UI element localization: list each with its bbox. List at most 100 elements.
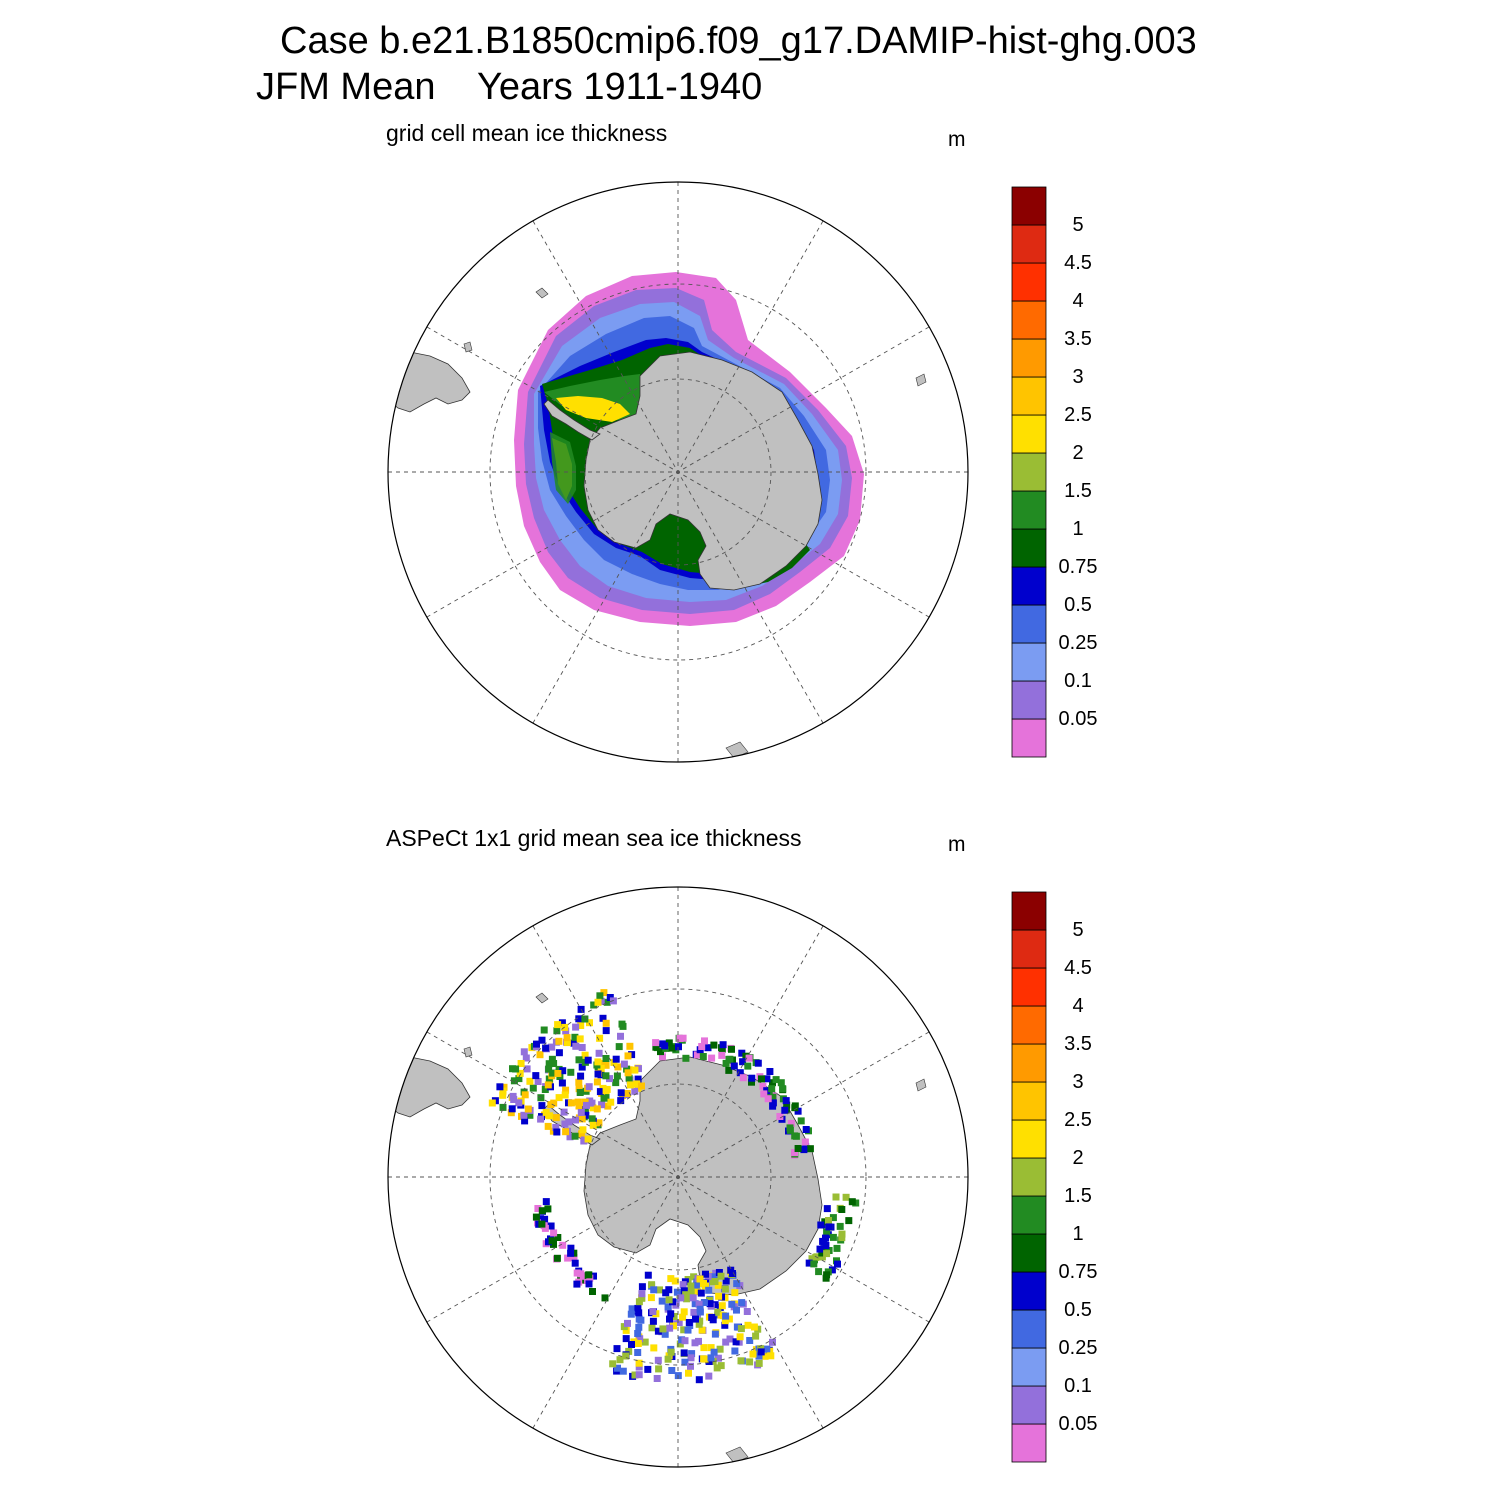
colorbar-swatch bbox=[1011, 1233, 1047, 1273]
observation-pixel bbox=[749, 1350, 757, 1358]
observation-pixel bbox=[752, 1332, 760, 1340]
observation-pixel bbox=[520, 1048, 528, 1056]
observation-pixel bbox=[581, 1015, 589, 1023]
observation-pixel bbox=[635, 1315, 643, 1323]
observation-pixel bbox=[583, 1101, 590, 1109]
observation-pixel bbox=[738, 1299, 746, 1307]
observation-pixel bbox=[606, 1075, 613, 1083]
observation-pixel bbox=[769, 1079, 776, 1087]
observation-pixel bbox=[633, 1080, 641, 1088]
observation-pixel bbox=[499, 1103, 507, 1111]
observation-pixel bbox=[657, 1048, 664, 1056]
observation-pixel bbox=[577, 1270, 585, 1278]
observation-pixel bbox=[791, 1132, 799, 1140]
observation-pixel bbox=[696, 1308, 704, 1316]
observation-pixel bbox=[744, 1062, 752, 1070]
observation-pixel bbox=[576, 1089, 584, 1096]
observation-pixel bbox=[779, 1085, 787, 1093]
panel-bottom-title: ASPeCt 1x1 grid mean sea ice thickness bbox=[386, 825, 802, 851]
observation-pixel bbox=[572, 1116, 579, 1124]
observation-pixel bbox=[746, 1358, 754, 1366]
observation-pixel bbox=[596, 1034, 604, 1042]
observation-pixel bbox=[823, 1228, 831, 1236]
observation-pixel bbox=[550, 1060, 558, 1067]
observation-pixel bbox=[602, 1019, 610, 1027]
observation-pixel bbox=[567, 1249, 575, 1257]
observation-pixel bbox=[750, 1323, 758, 1331]
observation-pixel bbox=[755, 1352, 763, 1360]
observation-pixel bbox=[593, 1078, 601, 1086]
observation-pixel bbox=[578, 1063, 586, 1071]
observation-pixel bbox=[834, 1260, 841, 1268]
observation-pixel bbox=[707, 1354, 715, 1362]
observation-pixel bbox=[652, 1039, 660, 1047]
observation-pixel bbox=[769, 1338, 776, 1346]
observation-pixel bbox=[508, 1105, 516, 1113]
observation-pixel bbox=[810, 1260, 818, 1268]
observation-pixel bbox=[743, 1308, 751, 1315]
colorbar-swatch bbox=[1011, 338, 1047, 378]
observation-pixel bbox=[641, 1338, 649, 1346]
colorbar-tick-label: 5 bbox=[1072, 214, 1084, 236]
observation-pixel bbox=[500, 1083, 508, 1091]
observation-pixel bbox=[698, 1326, 706, 1334]
observation-pixel bbox=[532, 1213, 540, 1221]
observation-pixel bbox=[702, 1270, 709, 1278]
observation-pixel bbox=[562, 1027, 570, 1035]
observation-pixel bbox=[585, 1271, 593, 1279]
observation-pixel bbox=[648, 1281, 656, 1289]
observation-pixel bbox=[647, 1294, 655, 1302]
observation-pixel bbox=[598, 1101, 606, 1109]
observation-pixel bbox=[600, 989, 608, 997]
observation-pixel bbox=[536, 1051, 544, 1059]
observation-pixel bbox=[613, 1072, 621, 1080]
observation-pixel bbox=[586, 1019, 593, 1027]
observation-pixel bbox=[713, 1364, 721, 1372]
observation-pixel bbox=[538, 1207, 546, 1215]
observation-pixel bbox=[575, 1078, 583, 1086]
observation-pixel bbox=[515, 1075, 523, 1083]
observation-pixel bbox=[544, 1122, 552, 1130]
observation-pixel bbox=[624, 1052, 632, 1060]
observation-pixel bbox=[708, 1313, 716, 1321]
observation-pixel bbox=[584, 1056, 592, 1064]
colorbar-bottom bbox=[1011, 891, 1047, 1463]
observation-pixel bbox=[722, 1312, 730, 1320]
observation-pixel bbox=[601, 1294, 609, 1302]
observation-pixel bbox=[783, 1101, 791, 1109]
observation-pixel bbox=[766, 1068, 774, 1075]
observation-pixel bbox=[590, 1001, 598, 1009]
observation-pixel bbox=[655, 1365, 663, 1373]
observation-pixel bbox=[510, 1077, 518, 1085]
observation-pixel bbox=[593, 1105, 601, 1113]
observation-pixel bbox=[567, 1068, 575, 1076]
observation-pixel bbox=[577, 1109, 585, 1116]
observation-pixel bbox=[800, 1146, 808, 1154]
observation-pixel bbox=[553, 1027, 561, 1035]
observation-pixel bbox=[617, 1089, 625, 1097]
colorbar-swatch bbox=[1011, 1309, 1047, 1349]
observation-pixel bbox=[553, 1254, 561, 1262]
observation-pixel bbox=[661, 1330, 669, 1338]
south-america-land-bottom bbox=[388, 1056, 471, 1118]
observation-pixel bbox=[681, 1337, 689, 1345]
observation-pixel bbox=[662, 1289, 670, 1297]
observation-pixel bbox=[589, 1121, 597, 1129]
observation-pixel bbox=[563, 1039, 571, 1047]
observation-pixel bbox=[715, 1269, 723, 1276]
observation-pixel bbox=[636, 1335, 644, 1343]
colorbar-swatch bbox=[1011, 642, 1047, 682]
observation-pixel bbox=[509, 1092, 517, 1100]
observation-pixel bbox=[668, 1044, 676, 1052]
south-america-land-top bbox=[388, 351, 471, 413]
observation-pixel bbox=[666, 1324, 674, 1332]
observation-pixel bbox=[597, 1064, 605, 1072]
observation-pixel bbox=[517, 1060, 525, 1067]
observation-pixel bbox=[825, 1217, 832, 1224]
observation-pixel bbox=[736, 1333, 744, 1341]
observation-pixel bbox=[690, 1308, 698, 1316]
colorbar-tick-label: 0.25 bbox=[1058, 1337, 1098, 1359]
observation-pixel bbox=[654, 1327, 662, 1335]
observation-pixel bbox=[706, 1300, 714, 1308]
observation-pixel bbox=[680, 1349, 688, 1357]
